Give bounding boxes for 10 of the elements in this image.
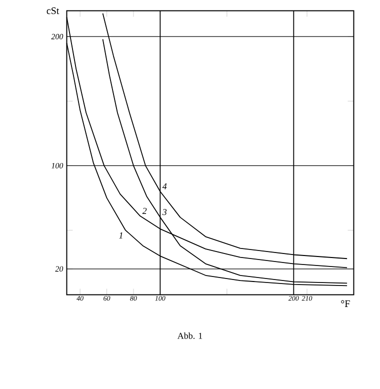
y-tick-label: 100 bbox=[51, 162, 64, 168]
x-axis-title: °F bbox=[341, 300, 350, 307]
series-label: 3 bbox=[162, 209, 167, 216]
series-label: 2 bbox=[142, 208, 147, 214]
y-axis-title: cSt bbox=[46, 7, 60, 14]
series-label: 4 bbox=[162, 183, 167, 190]
series-label: 1 bbox=[119, 232, 122, 238]
caption: Abb. 1 bbox=[177, 332, 202, 339]
y-tick-label: 200 bbox=[51, 34, 64, 40]
y-tick-label: 20 bbox=[55, 266, 64, 272]
